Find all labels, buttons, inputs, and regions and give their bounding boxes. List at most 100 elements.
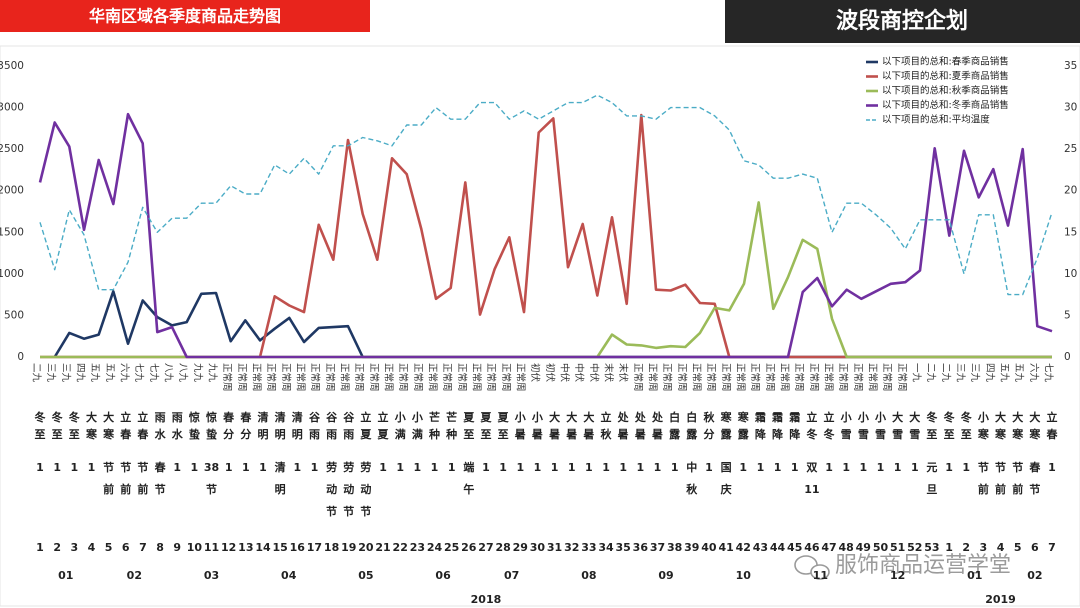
week-number: 50 <box>873 541 889 554</box>
holiday: 1 <box>705 461 713 474</box>
solar-term: 立秋 <box>601 410 613 441</box>
y-tick-label: 1000 <box>0 268 24 280</box>
week-number: 4 <box>88 541 96 554</box>
holiday: 1 <box>551 461 559 474</box>
legend-label: 以下项目的总和:冬季商品销售 <box>882 99 1009 111</box>
week-number: 19 <box>341 541 356 554</box>
solar-term: 立春 <box>137 410 149 441</box>
solar-term: 处暑 <box>651 410 664 441</box>
x-tick-label: 正常周 <box>676 363 688 392</box>
holiday: 1 <box>225 461 233 474</box>
x-tick-label: 中伏 <box>573 363 585 383</box>
y2-tick-label: 30 <box>1064 102 1077 114</box>
x-tick-label: 正常周 <box>412 363 424 392</box>
x-tick-label: 七九 <box>1043 363 1055 383</box>
holiday: 1 <box>293 461 301 474</box>
holiday: 1 <box>379 461 387 474</box>
x-tick-label: 八九 <box>177 363 189 383</box>
week-number: 14 <box>255 541 271 554</box>
x-tick-label: 正常周 <box>705 363 717 392</box>
solar-term: 处暑 <box>617 410 630 441</box>
legend-label: 以下项目的总和:夏季商品销售 <box>882 70 1009 82</box>
holiday: 1 <box>36 461 44 474</box>
x-tick-label: 中伏 <box>588 363 600 383</box>
week-number: 38 <box>667 541 682 554</box>
month-label: 02 <box>127 569 142 582</box>
week-number: 9 <box>173 541 181 554</box>
month-label: 01 <box>967 569 982 582</box>
brand-banner <box>725 0 1080 43</box>
holiday: 1 <box>774 461 782 474</box>
holiday: 节前 <box>978 460 989 496</box>
week-number: 31 <box>547 541 562 554</box>
holiday: 1 <box>448 461 456 474</box>
holiday: 双 11 <box>804 461 819 496</box>
x-tick-label: 四九 <box>75 363 87 383</box>
week-number: 13 <box>238 541 253 554</box>
holiday: 1 <box>191 461 199 474</box>
solar-term: 雨水 <box>155 411 167 441</box>
holiday: 元旦 <box>926 461 937 496</box>
solar-term: 春分 <box>223 410 235 441</box>
x-tick-label: 正常周 <box>236 363 248 392</box>
x-tick-label: 正常周 <box>441 363 453 392</box>
solar-term: 霜降 <box>771 411 784 441</box>
solar-term: 立春 <box>120 410 132 441</box>
x-tick-label: 九九 <box>192 363 204 383</box>
holiday: 节前 <box>1012 460 1023 496</box>
week-number: 37 <box>650 541 665 554</box>
x-tick-label: 正常周 <box>221 363 233 392</box>
holiday: 1 <box>825 461 833 474</box>
x-tick-label: 五九 <box>999 363 1011 383</box>
week-number: 39 <box>684 541 699 554</box>
week-number: 1 <box>945 541 953 554</box>
holiday: 1 <box>311 461 319 474</box>
week-number: 6 <box>1031 541 1039 554</box>
brand-title: 波段商控企划 <box>836 8 968 34</box>
x-tick-label: 六九 <box>119 363 131 383</box>
month-label: 04 <box>281 569 297 582</box>
week-number: 47 <box>821 541 836 554</box>
solar-term: 夏至 <box>498 411 510 441</box>
watermark-icon <box>794 555 830 580</box>
holiday: 节前 <box>995 460 1006 496</box>
solar-term: 寒露 <box>737 410 750 441</box>
series-line <box>40 113 1052 359</box>
x-tick-label: 三九 <box>969 363 981 383</box>
solar-term: 冬至 <box>944 410 955 441</box>
month-label: 12 <box>890 569 905 582</box>
x-tick-label: 正常周 <box>339 363 351 392</box>
solar-term: 小雪 <box>874 410 886 441</box>
y-tick-label: 0 <box>17 351 24 363</box>
week-number: 23 <box>410 541 425 554</box>
holiday: 1 <box>757 461 765 474</box>
solar-term: 霜降 <box>754 411 767 441</box>
solar-term: 处暑 <box>634 410 647 441</box>
solar-term: 芒种 <box>445 410 457 441</box>
x-tick-label: 正常周 <box>280 363 292 392</box>
holiday: 1 <box>431 461 439 474</box>
solar-term: 冬至 <box>52 410 63 441</box>
x-tick-label: 正常周 <box>779 363 791 392</box>
holiday: 清明 <box>275 460 286 496</box>
year-label: 2018 <box>471 593 502 606</box>
x-tick-label: 正常周 <box>265 363 277 392</box>
holiday: 1 <box>962 461 970 474</box>
week-number: 25 <box>444 541 459 554</box>
week-number: 21 <box>375 541 390 554</box>
x-tick-label: 五九 <box>104 363 116 383</box>
y-tick-label: 2500 <box>0 143 24 155</box>
holiday: 1 <box>70 461 78 474</box>
holiday: 1 <box>654 461 662 474</box>
x-tick-label: 正常周 <box>397 363 409 392</box>
month-label: 09 <box>658 569 673 582</box>
series-line <box>38 112 1053 359</box>
x-tick-label: 三九 <box>45 363 57 383</box>
series-line <box>40 201 1052 359</box>
holiday: 1 <box>671 461 679 474</box>
x-tick-label: 正常周 <box>749 363 761 392</box>
holiday: 劳动节 <box>326 460 337 518</box>
x-tick-label: 正常周 <box>500 363 512 392</box>
week-number: 46 <box>804 541 820 554</box>
x-tick-label: 三九 <box>60 363 72 383</box>
